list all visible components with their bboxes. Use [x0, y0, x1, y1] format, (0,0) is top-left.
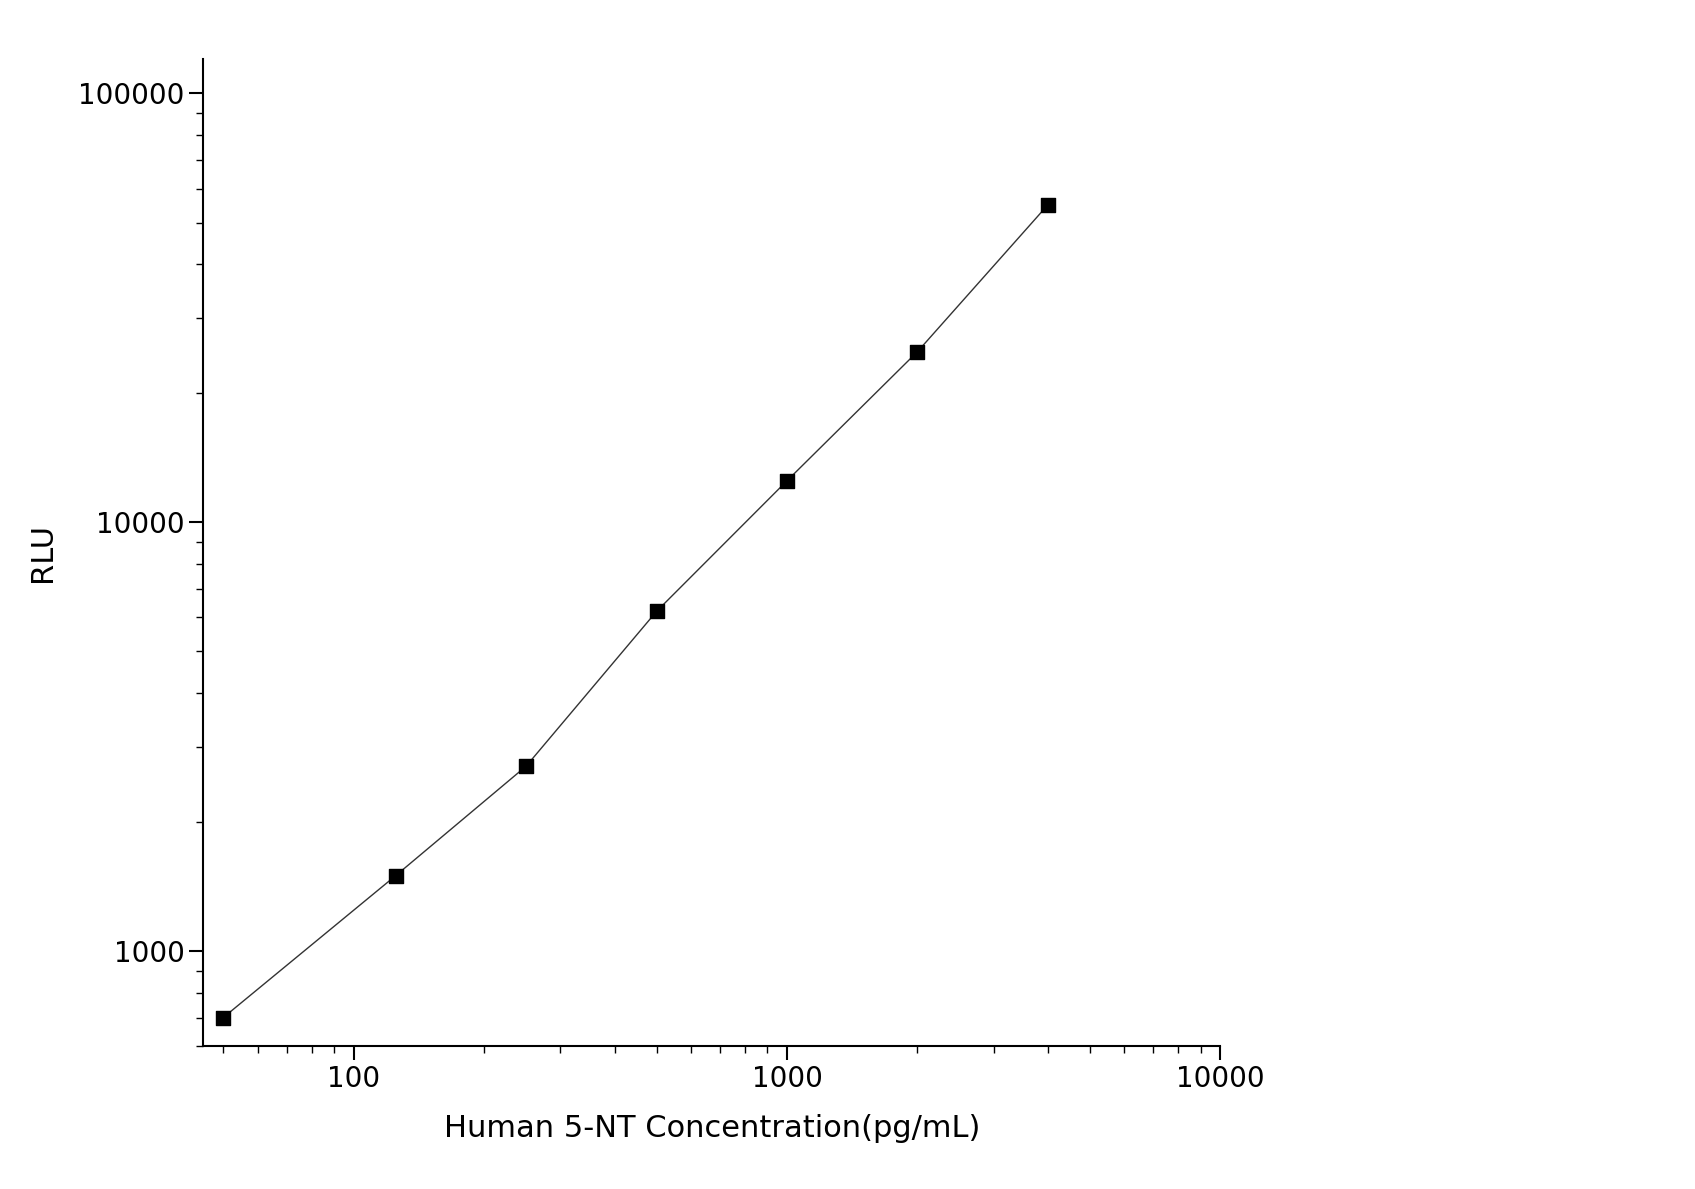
X-axis label: Human 5-NT Concentration(pg/mL): Human 5-NT Concentration(pg/mL) — [444, 1114, 980, 1143]
Point — [210, 1008, 237, 1027]
Point — [381, 866, 408, 885]
Point — [512, 756, 539, 775]
Point — [773, 471, 800, 490]
Point — [903, 342, 931, 361]
Y-axis label: RLU: RLU — [29, 523, 58, 583]
Point — [1034, 195, 1061, 214]
Point — [642, 602, 670, 621]
